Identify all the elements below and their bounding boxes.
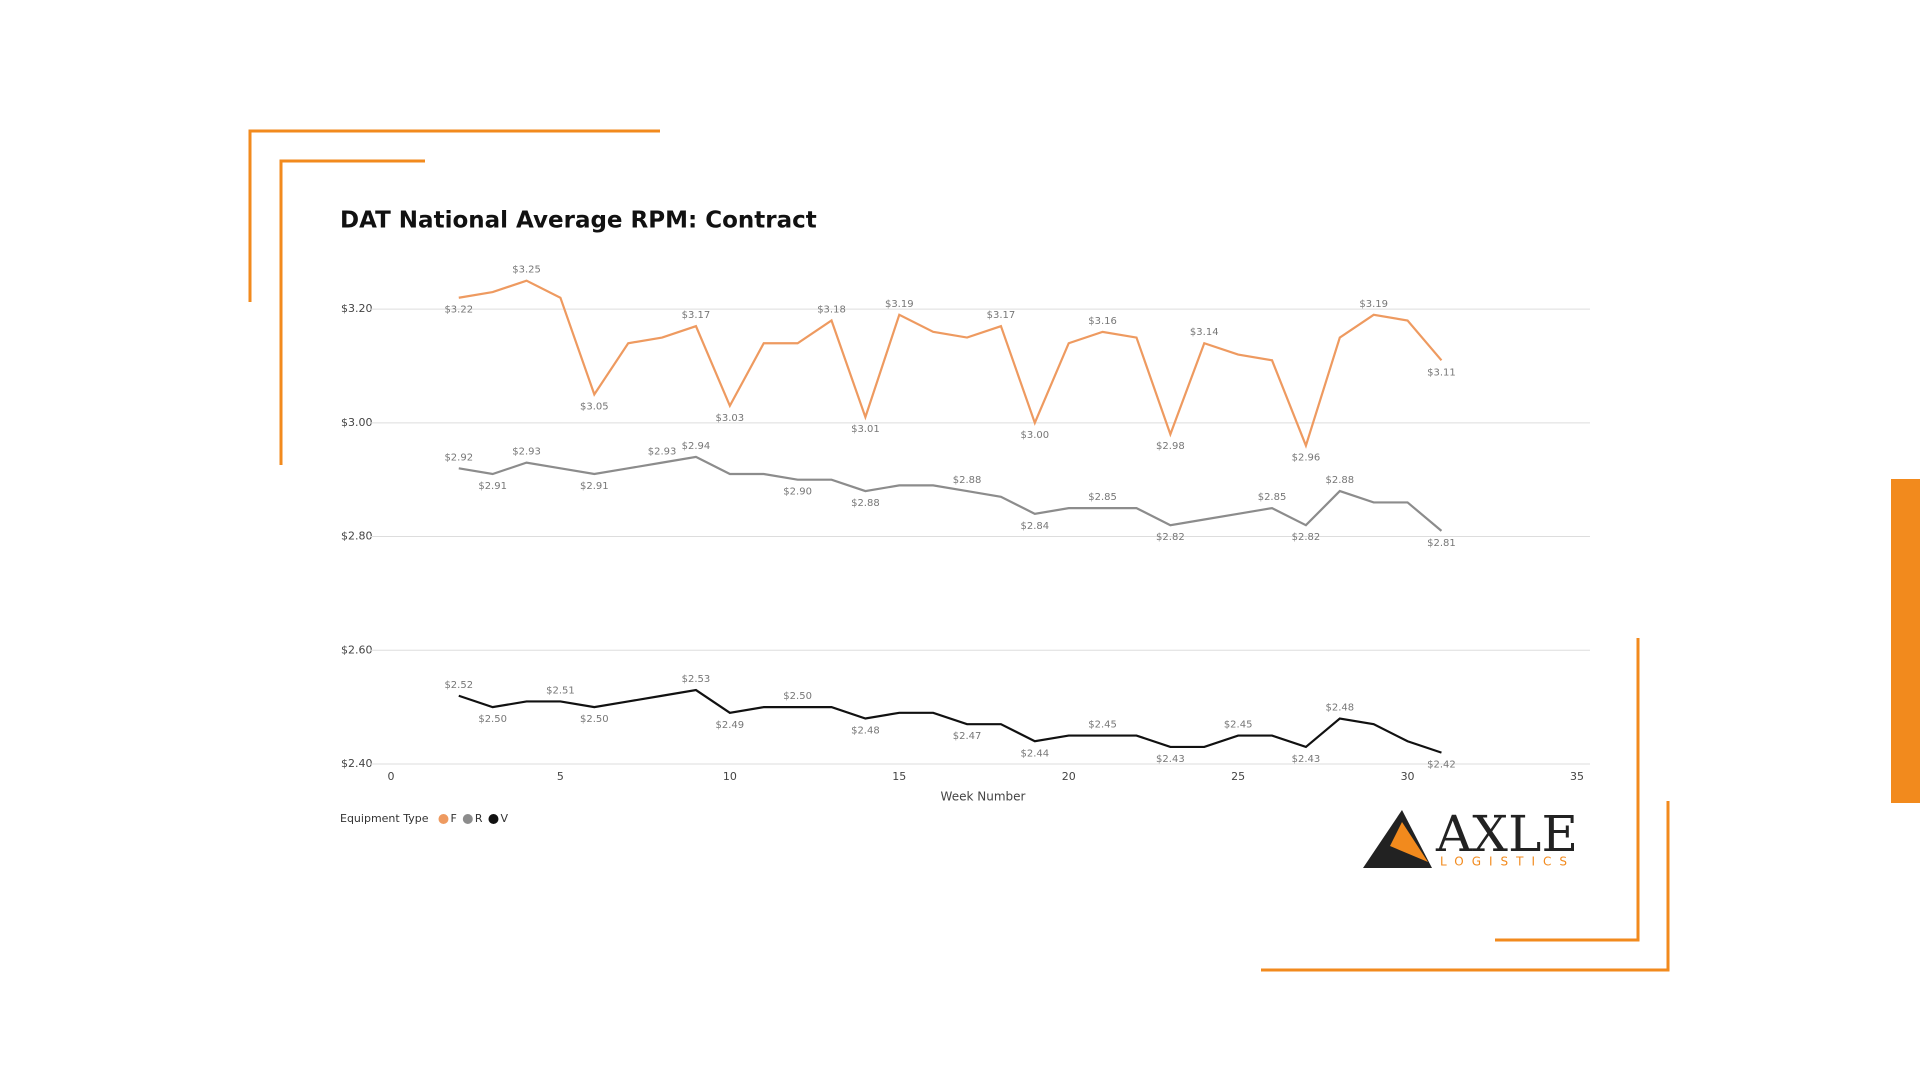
data-label: $3.17 <box>682 310 711 321</box>
data-label: $2.50 <box>478 714 507 725</box>
y-tick-label: $2.60 <box>341 643 373 656</box>
data-label: $2.48 <box>851 726 880 737</box>
data-label: $2.90 <box>783 487 812 498</box>
data-label: $2.92 <box>444 452 473 463</box>
legend-label: V <box>500 812 508 825</box>
x-tick-label: 35 <box>1570 770 1584 783</box>
y-tick-label: $2.40 <box>341 757 373 770</box>
data-label: $2.88 <box>953 475 982 486</box>
logo-name: AXLE <box>1435 805 1578 863</box>
data-label: $3.19 <box>1359 299 1388 310</box>
data-label: $2.44 <box>1021 748 1050 759</box>
data-label: $2.91 <box>478 481 507 492</box>
legend-marker <box>488 814 499 824</box>
series-line <box>458 455 1443 532</box>
data-label: $2.43 <box>1156 754 1185 765</box>
data-label: $2.49 <box>716 720 745 731</box>
legend-marker <box>438 814 449 824</box>
y-tick-label: $3.00 <box>341 416 373 429</box>
y-tick-label: $2.80 <box>341 530 373 543</box>
data-label: $2.82 <box>1156 532 1185 543</box>
data-label: $2.93 <box>512 447 541 458</box>
data-label: $2.93 <box>648 447 677 458</box>
data-label: $3.19 <box>885 299 914 310</box>
legend-title: Equipment Type <box>340 812 429 825</box>
x-tick-label: 20 <box>1062 770 1076 783</box>
data-label: $2.85 <box>1258 492 1287 503</box>
data-label: $2.98 <box>1156 441 1185 452</box>
corner-decoration <box>248 129 660 302</box>
data-label: $2.45 <box>1224 720 1253 731</box>
data-label: $3.25 <box>512 265 541 276</box>
legend-label: R <box>475 812 483 825</box>
x-tick-label: 5 <box>557 770 564 783</box>
data-label: $3.18 <box>817 304 846 315</box>
data-label: $2.45 <box>1088 720 1117 731</box>
data-label: $2.50 <box>580 714 609 725</box>
logo-mark <box>1390 822 1428 862</box>
data-label: $2.42 <box>1427 760 1456 771</box>
data-label: $2.82 <box>1292 532 1321 543</box>
series-line <box>458 279 1443 449</box>
data-label: $2.52 <box>444 680 473 691</box>
data-label: $3.00 <box>1021 430 1050 441</box>
data-label: $2.84 <box>1021 521 1050 532</box>
y-tick-label: $3.20 <box>341 302 373 315</box>
data-label: $2.88 <box>851 498 880 509</box>
series-line <box>458 688 1442 754</box>
data-label: $2.96 <box>1292 453 1321 464</box>
data-label: $2.47 <box>953 731 982 742</box>
data-label: $2.53 <box>682 674 711 685</box>
data-label: $2.85 <box>1088 492 1117 503</box>
data-label: $3.11 <box>1427 367 1456 378</box>
corner-decoration <box>279 159 425 465</box>
x-tick-label: 25 <box>1231 770 1245 783</box>
x-tick-label: 15 <box>892 770 906 783</box>
data-label: $2.94 <box>682 441 711 452</box>
data-label: $3.05 <box>580 401 609 412</box>
logo-tagline: LOGISTICS <box>1440 855 1575 869</box>
data-label: $2.88 <box>1325 475 1354 486</box>
data-label: $2.51 <box>546 685 575 696</box>
x-tick-label: 0 <box>388 770 395 783</box>
legend-marker <box>462 814 473 824</box>
data-label: $3.03 <box>716 413 745 424</box>
data-label: $3.14 <box>1190 327 1219 338</box>
x-tick-label: 10 <box>723 770 737 783</box>
x-tick-label: 30 <box>1401 770 1415 783</box>
data-label: $2.91 <box>580 481 609 492</box>
logo: AXLE LOGISTICS <box>1363 805 1578 869</box>
data-label: $2.48 <box>1325 703 1354 714</box>
x-axis-title: Week Number <box>941 790 1026 804</box>
data-label: $3.22 <box>444 305 473 316</box>
data-label: $2.50 <box>783 691 812 702</box>
data-label: $2.43 <box>1292 754 1321 765</box>
data-label: $3.16 <box>1088 316 1117 327</box>
data-label: $3.01 <box>851 424 880 435</box>
side-tab <box>1891 479 1920 803</box>
corner-decoration <box>1261 801 1670 972</box>
data-label: $2.81 <box>1427 538 1456 549</box>
corner-decoration <box>1495 638 1640 942</box>
legend-label: F <box>450 812 456 825</box>
chart-title: DAT National Average RPM: Contract <box>340 208 817 234</box>
data-label: $3.17 <box>987 310 1016 321</box>
